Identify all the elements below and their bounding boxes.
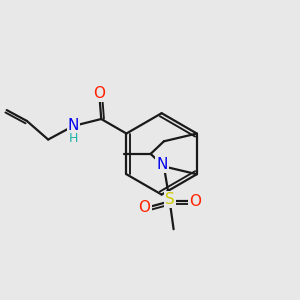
Text: S: S	[165, 192, 175, 207]
Text: N: N	[68, 118, 79, 134]
Text: H: H	[69, 132, 78, 145]
Text: O: O	[189, 194, 201, 209]
Text: O: O	[139, 200, 151, 214]
Text: N: N	[156, 157, 168, 172]
Text: O: O	[93, 86, 105, 101]
